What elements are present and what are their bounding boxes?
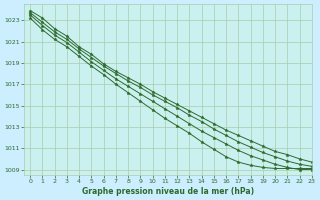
- X-axis label: Graphe pression niveau de la mer (hPa): Graphe pression niveau de la mer (hPa): [82, 187, 254, 196]
